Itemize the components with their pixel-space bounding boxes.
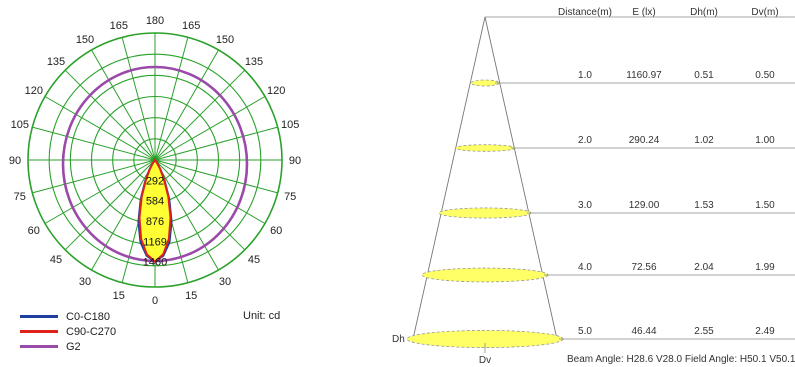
grid-spoke	[44, 96, 156, 161]
angle-tick-label: 90	[289, 155, 301, 167]
angle-tick-label: 75	[14, 191, 26, 203]
illuminance-disc	[470, 79, 500, 87]
table-cell: 1.99	[755, 262, 775, 273]
angle-tick-label: 105	[281, 119, 299, 131]
table-header: Distance(m)	[558, 7, 612, 18]
table-cell: 46.44	[631, 326, 656, 337]
radial-tick-label: 1460	[143, 257, 167, 269]
table-cell: 2.55	[694, 326, 714, 337]
legend-label-c0-c180: C0-C180	[66, 310, 111, 323]
radial-tick-label: 1169	[143, 236, 167, 248]
legend-label-c90-c270: C90-C270	[66, 325, 117, 338]
grid-spoke	[154, 159, 278, 194]
cone-edge-right	[484, 16, 558, 340]
angle-tick-label: 60	[270, 225, 282, 237]
angle-tick-label: 60	[28, 225, 40, 237]
angle-tick-label: 75	[284, 191, 296, 203]
grid-spoke	[121, 37, 156, 161]
legend-swatch-g2	[20, 345, 58, 348]
grid-spoke	[154, 69, 246, 161]
table-cell: 290.24	[629, 135, 660, 146]
grid-spoke	[32, 159, 156, 194]
table-header: Dv(m)	[751, 7, 778, 18]
grid-spoke	[154, 49, 219, 161]
angle-tick-label: 15	[185, 290, 197, 302]
grid-spoke	[154, 126, 278, 161]
series-c90-c270	[138, 158, 172, 263]
beam-fill	[139, 160, 171, 262]
illuminance-disc	[454, 144, 516, 152]
angle-tick-label: 165	[182, 20, 200, 32]
angle-tick-label: 30	[219, 276, 231, 288]
legend-item-c0-c180: C0-C180	[20, 309, 116, 324]
table-cell: 4.0	[578, 262, 592, 273]
table-cell: 5.0	[578, 326, 592, 337]
grid-spoke	[32, 126, 156, 161]
grid-spoke	[91, 49, 156, 161]
table-cell: 0.50	[755, 70, 775, 81]
unit-label: Unit: cd	[243, 310, 281, 322]
legend-item-c90-c270: C90-C270	[20, 324, 116, 339]
table-cell: 1.50	[755, 200, 775, 211]
grid-spoke	[64, 69, 156, 161]
table-cell: 0.51	[694, 70, 714, 81]
dv-label: Dv	[479, 355, 491, 366]
grid-spoke	[64, 159, 156, 251]
grid-spoke	[154, 96, 266, 161]
angle-tick-label: 135	[245, 56, 263, 68]
table-cell: 1.02	[694, 135, 714, 146]
table-cell: 2.04	[694, 262, 714, 273]
table-cell: 2.49	[755, 326, 775, 337]
grid-spoke	[154, 159, 266, 224]
table-cell: 1160.97	[626, 70, 662, 81]
angle-tick-label: 30	[79, 276, 91, 288]
legend-label-g2: G2	[66, 340, 81, 353]
table-cell: 1.00	[755, 135, 775, 146]
table-cell: 2.0	[578, 135, 592, 146]
angle-tick-label: 165	[110, 20, 128, 32]
angle-tick-label: 150	[216, 34, 234, 46]
angle-tick-label: 120	[267, 85, 285, 97]
legend-item-g2: G2	[20, 339, 116, 354]
beam-angle-note: Beam Angle: H28.6 V28.0 Field Angle: H50…	[567, 354, 795, 365]
legend-swatch-c90-c270	[20, 330, 58, 333]
grid-spoke	[91, 159, 156, 271]
grid-spoke	[154, 159, 246, 251]
grid-spoke	[44, 159, 156, 224]
table-cell: 129.00	[629, 200, 660, 211]
angle-tick-label: 0	[152, 295, 158, 307]
grid-spoke	[154, 159, 219, 271]
angle-tick-label: 90	[9, 155, 21, 167]
angle-tick-label: 150	[76, 34, 94, 46]
table-cell: 3.0	[578, 200, 592, 211]
angle-tick-label: 45	[248, 254, 260, 266]
angle-tick-label: 120	[25, 85, 43, 97]
grid-spoke	[154, 37, 189, 161]
legend: C0-C180 C90-C270 G2	[20, 309, 116, 354]
table-header: E (lx)	[632, 7, 655, 18]
angle-tick-label: 105	[11, 119, 29, 131]
illuminance-disc	[438, 207, 532, 219]
table-cell: 1.0	[578, 70, 592, 81]
radial-tick-label: 876	[146, 216, 164, 228]
angle-tick-label: 15	[113, 290, 125, 302]
illuminance-disc	[421, 267, 549, 283]
table-cell: 72.56	[631, 262, 656, 273]
angle-tick-label: 135	[47, 56, 65, 68]
table-header: Dh(m)	[690, 7, 718, 18]
cone-edge-left	[412, 16, 486, 340]
radial-tick-label: 292	[146, 175, 164, 187]
angle-tick-label: 45	[50, 254, 62, 266]
angle-tick-label: 180	[146, 15, 164, 27]
table-cell: 1.53	[694, 200, 714, 211]
radial-tick-label: 584	[146, 196, 164, 208]
dh-label: Dh	[392, 334, 405, 345]
legend-swatch-c0-c180	[20, 315, 58, 318]
